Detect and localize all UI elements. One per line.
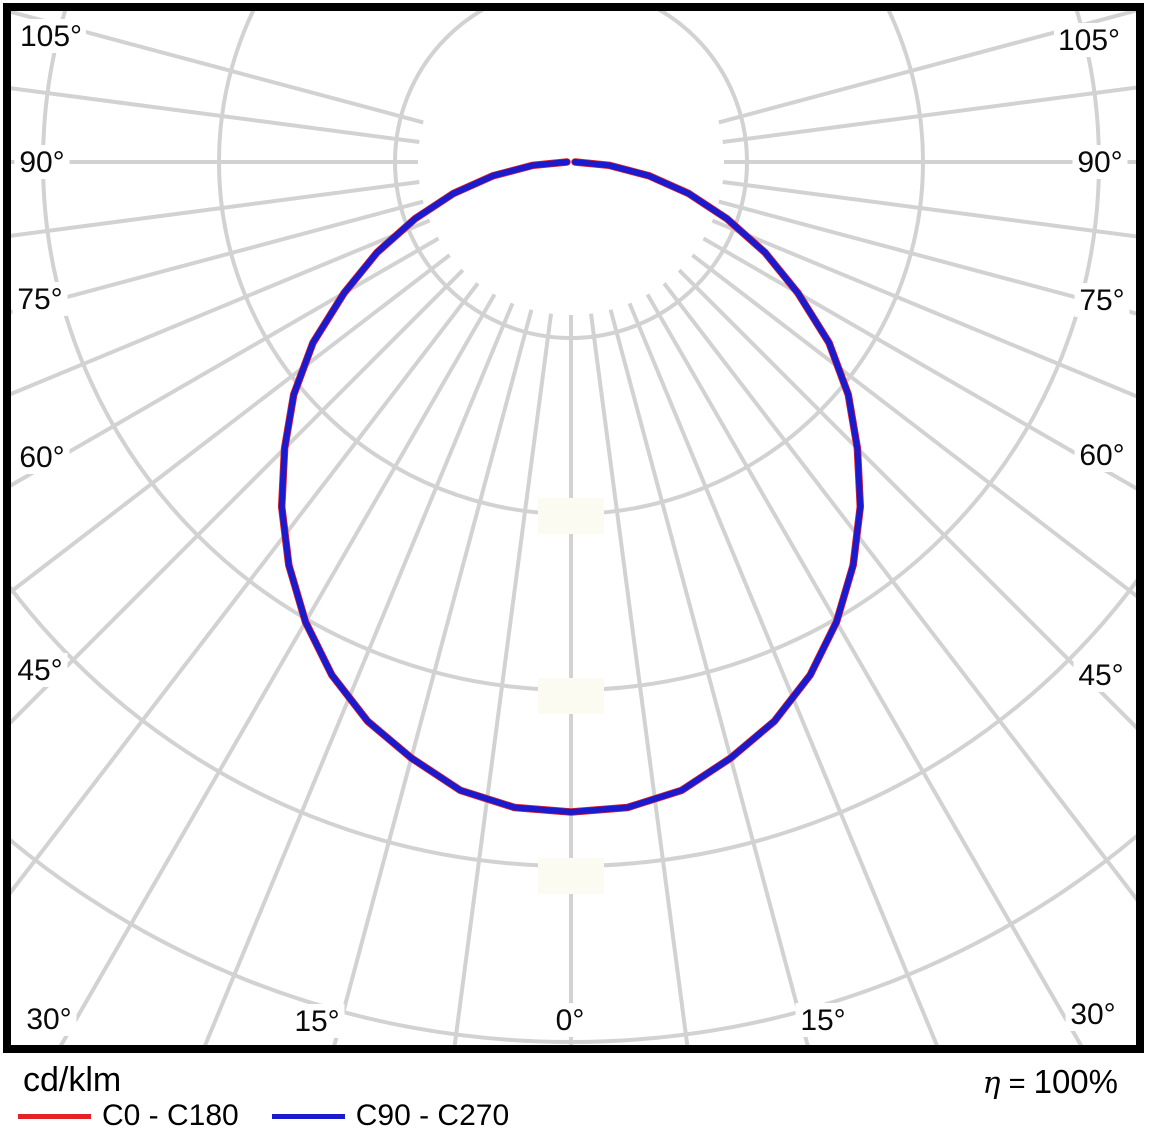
- angle-label-halo: [14, 145, 70, 179]
- angle-label: 45°: [17, 654, 62, 687]
- grid-radial: [11, 282, 480, 896]
- grid-radial: [645, 293, 1084, 1045]
- angle-label: 30°: [26, 1003, 71, 1036]
- grid-radial: [588, 313, 690, 1045]
- angle-label: 15°: [800, 1004, 845, 1037]
- angle-label: 75°: [17, 283, 62, 316]
- grid-radial: [11, 253, 451, 595]
- grid-radial: [11, 11, 424, 125]
- eta-equals: =: [1000, 1068, 1034, 1100]
- c0-c180-line-swatch: [18, 1113, 91, 1119]
- legend: C0 - C180 C90 - C270: [18, 1099, 509, 1133]
- angle-label-halo: [12, 653, 68, 687]
- grid-ring: [11, 578, 1136, 868]
- angle-label: 90°: [19, 146, 64, 179]
- grid-radial: [11, 179, 420, 238]
- angle-label-halo: [550, 1003, 590, 1037]
- angle-label: 75°: [1079, 284, 1124, 317]
- angle-label: 60°: [19, 441, 64, 474]
- polar-chart: 105° 90° 75° 60° 45° 30° 15° 0° 15° 30° 45° 60° 75° 9…: [3, 3, 1144, 1053]
- chart-frame: [3, 3, 1144, 1053]
- grid-radial: [722, 179, 1136, 239]
- efficiency-label: η = 100%: [983, 1063, 1118, 1101]
- grid-radial: [691, 253, 1136, 599]
- legend-item-c90-c270: C90 - C270: [271, 1099, 510, 1133]
- grid-radial: [332, 309, 534, 1045]
- grid-radial: [627, 302, 939, 1045]
- grid-radial: [11, 236, 440, 488]
- grid-radial: [718, 199, 1136, 316]
- ring-value-label: [538, 678, 604, 714]
- grid-radial: [702, 236, 1136, 491]
- grid-radial: [722, 85, 1136, 145]
- grid-radial: [677, 268, 1136, 730]
- angle-label: 105°: [20, 20, 82, 53]
- grid-radial: [452, 313, 554, 1045]
- angle-label: 105°: [1058, 24, 1120, 57]
- angle-label-halo: [14, 440, 70, 474]
- angle-label-halo: [1074, 283, 1130, 317]
- angle-label: 45°: [1078, 659, 1123, 692]
- grid-radial: [11, 199, 424, 315]
- grid-radial: [711, 218, 1136, 399]
- angle-label: 30°: [1070, 998, 1115, 1031]
- ring-value-label: [538, 498, 604, 534]
- angle-label-halo: [1065, 997, 1121, 1031]
- legend-label: C90 - C270: [355, 1099, 510, 1132]
- grid-radial: [58, 293, 497, 1045]
- angle-label-halo: [21, 1002, 77, 1036]
- angle-label-halo: [1073, 658, 1129, 692]
- angle-label-halo: [16, 19, 86, 53]
- grid-radial: [11, 218, 431, 397]
- angle-label-halo: [1054, 23, 1124, 57]
- grid-radial: [203, 302, 515, 1045]
- angle-label-halo: [795, 1003, 851, 1037]
- grid-radial: [718, 11, 1136, 125]
- angle-label: 15°: [294, 1005, 339, 1038]
- grid-radial: [11, 86, 420, 145]
- grid-radial: [608, 309, 810, 1045]
- eta-value: 100%: [1033, 1063, 1118, 1100]
- angle-label: 0°: [556, 1004, 585, 1037]
- angle-label-halo: [1072, 145, 1128, 179]
- radial-unit-label: cd/klm: [23, 1061, 122, 1099]
- legend-item-c0-c180: C0 - C180: [18, 1099, 239, 1133]
- ring-value-label: [538, 858, 604, 894]
- eta-symbol: η: [982, 1066, 1001, 1101]
- chart-footer: cd/klm η = 100% C0 - C180 C90 - C270: [0, 1053, 1164, 1143]
- grid-radial: [11, 268, 465, 725]
- grid-radial: [662, 282, 1136, 902]
- c90-c270-line-swatch: [271, 1113, 345, 1119]
- angle-label: 90°: [1077, 146, 1122, 179]
- angle-label: 60°: [1079, 439, 1124, 472]
- curve-c90-c270: [278, 159, 864, 815]
- angle-label-halo: [289, 1004, 345, 1038]
- legend-label: C0 - C180: [102, 1099, 239, 1132]
- angle-label-halo: [1074, 438, 1130, 472]
- angle-label-halo: [12, 282, 68, 316]
